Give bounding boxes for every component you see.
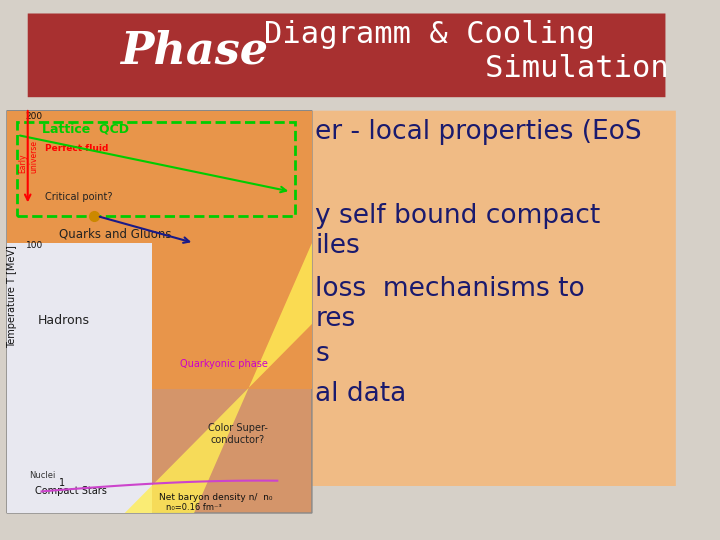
Text: Hadrons: Hadrons	[38, 314, 90, 327]
Text: s: s	[315, 341, 329, 367]
Text: Quarkyonic phase: Quarkyonic phase	[180, 359, 268, 369]
Text: Early
universe: Early universe	[19, 140, 38, 173]
Polygon shape	[7, 243, 153, 513]
Text: Critical point?: Critical point?	[45, 192, 112, 202]
Text: Nuclei: Nuclei	[29, 471, 55, 480]
Text: Lattice  QCD: Lattice QCD	[42, 122, 129, 136]
Text: Net baryon density n/  n₀: Net baryon density n/ n₀	[159, 492, 273, 502]
Text: er - local properties (EoS: er - local properties (EoS	[315, 119, 642, 145]
Text: Phase: Phase	[120, 30, 268, 73]
Text: Temperature T [MeV]: Temperature T [MeV]	[7, 246, 17, 348]
Bar	[17, 122, 294, 216]
Bar	[7, 111, 312, 389]
Text: 200: 200	[26, 112, 42, 121]
FancyBboxPatch shape	[7, 111, 312, 513]
Text: 100: 100	[26, 241, 43, 251]
Text: res: res	[315, 306, 356, 332]
Text: Color Super-
conductor?: Color Super- conductor?	[208, 423, 268, 445]
FancyBboxPatch shape	[298, 111, 676, 486]
Polygon shape	[125, 243, 312, 513]
Text: al data: al data	[315, 381, 407, 407]
FancyBboxPatch shape	[28, 14, 665, 97]
Text: iles: iles	[315, 233, 360, 259]
Text: Quarks and Gluons: Quarks and Gluons	[59, 227, 171, 241]
Text: loss  mechanisms to: loss mechanisms to	[315, 276, 585, 302]
Text: Perfect fluid: Perfect fluid	[45, 144, 109, 153]
Text: Compact Stars: Compact Stars	[35, 486, 107, 496]
Text: 1: 1	[59, 478, 65, 488]
Text: Diagramm & Cooling
                Simulation: Diagramm & Cooling Simulation	[191, 20, 669, 83]
Text: y self bound compact: y self bound compact	[315, 203, 600, 229]
Text: n₀=0.16 fm⁻³: n₀=0.16 fm⁻³	[166, 503, 222, 512]
